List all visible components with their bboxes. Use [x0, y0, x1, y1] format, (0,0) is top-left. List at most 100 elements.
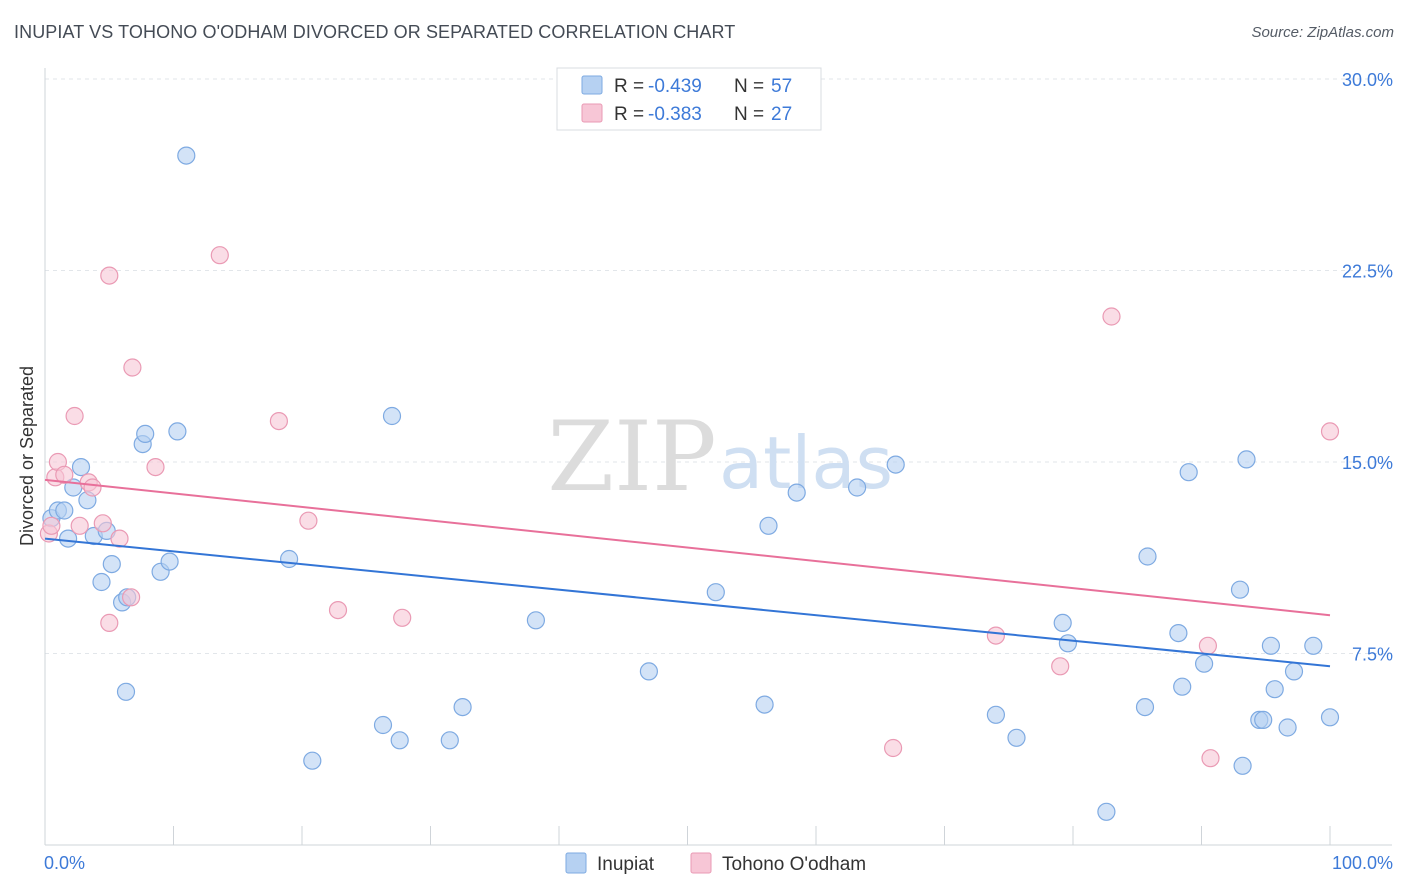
- point-inupiat: [280, 549, 299, 569]
- point-inupiat: [136, 424, 155, 443]
- point-inupiat: [1261, 636, 1281, 655]
- legend-r-label-2: R =: [614, 104, 644, 125]
- point-inupiat: [755, 695, 774, 714]
- point-tohono: [1320, 422, 1340, 441]
- trend-layer: [44, 478, 1331, 668]
- watermark-zip: ZIP: [547, 401, 716, 513]
- legend-n-label-1: N =: [734, 76, 764, 97]
- point-tohono: [328, 600, 348, 620]
- point-tohono: [393, 608, 412, 627]
- grid-layer: [45, 78, 1392, 654]
- point-inupiat: [160, 552, 179, 571]
- point-inupiat: [116, 682, 136, 701]
- point-inupiat: [168, 422, 187, 441]
- point-inupiat: [1237, 450, 1256, 469]
- point-tohono: [1102, 307, 1121, 326]
- bottom-legend-label-inupiat: Inupiat: [597, 854, 655, 875]
- point-tohono: [100, 613, 119, 633]
- point-inupiat: [639, 662, 659, 681]
- y-tick-label: 22.5%: [1342, 262, 1393, 282]
- y-axis-title: Divorced or Separated: [17, 366, 37, 546]
- legend-r-value-2: -0.383: [648, 104, 702, 125]
- point-inupiat: [706, 583, 725, 602]
- point-tohono: [269, 412, 288, 431]
- watermark-atlas: atlas: [719, 421, 893, 505]
- point-inupiat: [373, 715, 393, 735]
- point-inupiat: [1053, 613, 1072, 633]
- point-tohono: [93, 514, 112, 533]
- point-inupiat: [102, 554, 121, 574]
- y-tick-label: 15.0%: [1342, 453, 1393, 473]
- series-legend: Inupiat Tohono O'odham: [565, 852, 866, 875]
- point-inupiat: [1058, 634, 1078, 653]
- point-inupiat: [1230, 580, 1250, 599]
- legend-n-label-2: N =: [734, 104, 764, 125]
- watermark: ZIP atlas: [547, 401, 893, 513]
- x-tick-label-min: 0.0%: [44, 853, 85, 873]
- trend-line-tohono: [44, 478, 1331, 617]
- point-tohono: [1198, 636, 1218, 655]
- point-inupiat: [390, 731, 409, 750]
- bottom-legend-swatch-inupiat: [565, 852, 587, 874]
- point-tohono: [123, 358, 142, 377]
- legend-r-label-1: R =: [614, 76, 644, 97]
- point-inupiat: [1007, 728, 1026, 747]
- point-tohono: [42, 516, 61, 535]
- point-inupiat: [1179, 463, 1198, 482]
- point-inupiat: [759, 516, 778, 535]
- bottom-legend-swatch-tohono: [690, 852, 712, 874]
- point-inupiat: [1173, 677, 1192, 696]
- point-tohono: [83, 478, 102, 497]
- point-inupiat: [92, 572, 111, 592]
- point-tohono: [55, 465, 74, 484]
- point-inupiat: [58, 529, 78, 548]
- point-inupiat: [1284, 662, 1304, 681]
- point-inupiat: [453, 697, 472, 717]
- point-inupiat: [787, 483, 806, 502]
- point-inupiat: [1138, 547, 1157, 566]
- point-tohono: [1051, 657, 1070, 676]
- point-inupiat: [986, 705, 1006, 724]
- point-tohono: [70, 516, 89, 535]
- point-tohono: [883, 738, 903, 758]
- trend-line-inupiat: [44, 537, 1331, 668]
- point-inupiat: [71, 458, 91, 477]
- point-tohono: [65, 406, 84, 426]
- point-inupiat: [1233, 756, 1252, 775]
- point-inupiat: [1194, 654, 1214, 673]
- point-inupiat: [1304, 636, 1323, 655]
- point-inupiat: [886, 455, 905, 474]
- point-inupiat: [526, 611, 546, 630]
- point-inupiat: [1265, 680, 1284, 699]
- point-tohono: [1201, 749, 1220, 768]
- y-tick-label: 7.5%: [1352, 645, 1393, 665]
- points-layer: [39, 146, 1340, 821]
- point-inupiat: [1169, 623, 1188, 643]
- chart-title: INUPIAT VS TOHONO O'ODHAM DIVORCED OR SE…: [14, 22, 736, 42]
- legend-r-value-1: -0.439: [648, 76, 702, 97]
- point-tohono: [110, 529, 129, 548]
- correlation-legend: R = -0.439 N = 57 R = -0.383 N = 27: [556, 67, 822, 131]
- axes-layer: [44, 68, 1392, 846]
- point-inupiat: [847, 478, 867, 497]
- point-inupiat: [303, 751, 322, 770]
- point-inupiat: [55, 501, 74, 520]
- point-inupiat: [382, 406, 402, 426]
- bottom-legend-label-tohono: Tohono O'odham: [722, 854, 866, 875]
- labels-layer: 7.5% 15.0% 22.5% 30.0% 0.0% 100.0% Divorced or…: [17, 70, 1393, 873]
- point-inupiat: [177, 146, 196, 165]
- point-tohono: [210, 246, 229, 265]
- legend-n-value-1: 57: [771, 76, 792, 97]
- point-inupiat: [1320, 708, 1340, 727]
- legend-n-value-2: 27: [771, 104, 792, 125]
- point-inupiat: [1135, 697, 1155, 717]
- point-inupiat: [1097, 802, 1116, 821]
- legend-swatch-tohono: [581, 103, 603, 123]
- point-tohono: [122, 588, 141, 607]
- point-tohono: [299, 511, 318, 530]
- point-tohono: [146, 458, 165, 477]
- point-inupiat: [440, 731, 459, 750]
- point-tohono: [100, 266, 119, 285]
- point-inupiat: [1278, 718, 1297, 737]
